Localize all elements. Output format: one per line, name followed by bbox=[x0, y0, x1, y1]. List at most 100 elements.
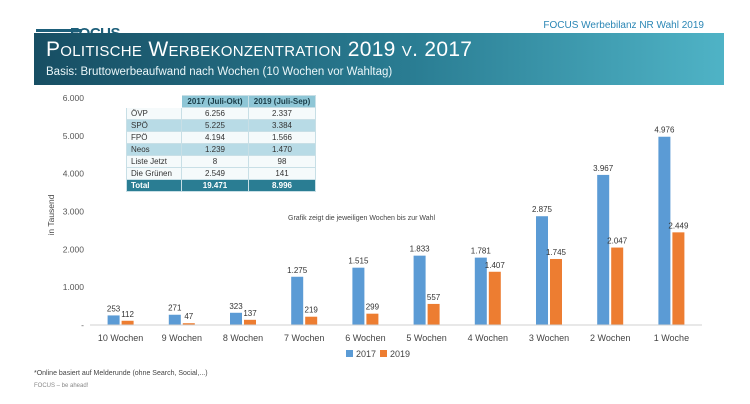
value-2017: 6.256 bbox=[181, 107, 249, 120]
total-2017: 19.471 bbox=[181, 179, 249, 192]
y-axis: - 1.000 2.000 3.000 4.000 5.000 6.000 bbox=[63, 93, 85, 330]
bar-2017 bbox=[107, 315, 120, 325]
data-label-2019: 47 bbox=[184, 312, 193, 321]
bar-2019 bbox=[672, 232, 685, 325]
data-label-2019: 137 bbox=[243, 309, 257, 318]
value-2019: 1.470 bbox=[248, 143, 316, 156]
y-tick-label: 1.000 bbox=[63, 282, 85, 292]
value-2019: 98 bbox=[248, 155, 316, 168]
table-row: ÖVP 6.256 2.337 bbox=[126, 107, 316, 120]
category-label: 10 Wochen bbox=[98, 333, 143, 343]
data-label-2019: 2.047 bbox=[607, 237, 628, 246]
value-2019: 2.337 bbox=[248, 107, 316, 120]
bar-2017 bbox=[291, 276, 304, 325]
category-label: 3 Wochen bbox=[529, 333, 569, 343]
bar-2017 bbox=[474, 257, 487, 325]
table-header-party bbox=[126, 95, 182, 108]
bar-2019 bbox=[550, 258, 562, 325]
value-2017: 5.225 bbox=[181, 119, 249, 132]
bar-2019 bbox=[488, 271, 501, 325]
footer-tagline: FOCUS – be ahead! bbox=[34, 383, 89, 389]
bar-2017 bbox=[352, 267, 365, 325]
value-2017: 8 bbox=[181, 155, 249, 168]
table-row: Liste Jetzt 8 98 bbox=[126, 155, 316, 168]
category-label: 1 Woche bbox=[654, 333, 689, 343]
table-row: SPÖ 5.225 3.384 bbox=[126, 119, 316, 132]
chart-annotation: Grafik zeigt die jeweiligen Wochen bis z… bbox=[288, 215, 436, 222]
category-label: 7 Wochen bbox=[284, 333, 324, 343]
data-label-2017: 253 bbox=[107, 304, 121, 313]
logo-underline bbox=[36, 29, 82, 32]
party-name: ÖVP bbox=[126, 107, 182, 120]
party-name: SPÖ bbox=[126, 119, 182, 132]
value-2019: 1.566 bbox=[248, 131, 316, 144]
report-label: FOCUS Werbebilanz NR Wahl 2019 bbox=[543, 20, 704, 31]
data-label-2017: 2.875 bbox=[532, 205, 553, 214]
party-name: Die Grünen bbox=[126, 167, 182, 180]
y-tick-label: 2.000 bbox=[63, 244, 85, 254]
data-label-2017: 1.781 bbox=[471, 247, 492, 256]
party-name: FPÖ bbox=[126, 131, 182, 144]
y-axis-label: in Tausend bbox=[46, 194, 56, 235]
party-name: Neos bbox=[126, 143, 182, 156]
page-subtitle: Basis: Bruttowerbeaufwand nach Wochen (1… bbox=[46, 66, 393, 78]
value-2019: 3.384 bbox=[248, 119, 316, 132]
legend: 2017 2019 bbox=[346, 349, 410, 359]
bar-2017 bbox=[536, 216, 548, 325]
bar-2019 bbox=[182, 323, 195, 325]
data-label-2017: 3.967 bbox=[593, 164, 614, 173]
table-total-row: Total 19.471 8.996 bbox=[126, 179, 316, 192]
category-label: 4 Wochen bbox=[468, 333, 508, 343]
budget-table: 2017 (Juli-Okt) 2019 (Juli-Sep) ÖVP 6.25… bbox=[126, 95, 316, 192]
bar-2019 bbox=[366, 313, 379, 325]
table-header-row: 2017 (Juli-Okt) 2019 (Juli-Sep) bbox=[126, 95, 316, 108]
bar-2019 bbox=[305, 316, 318, 325]
category-label: 6 Wochen bbox=[345, 333, 385, 343]
legend-label-2017: 2017 bbox=[356, 349, 376, 359]
bar-2017 bbox=[658, 136, 671, 325]
bar-2017 bbox=[230, 312, 242, 325]
data-label-2017: 4.976 bbox=[654, 126, 675, 135]
table-header-2019: 2019 (Juli-Sep) bbox=[248, 95, 316, 108]
category-label: 2 Wochen bbox=[590, 333, 630, 343]
data-label-2019: 299 bbox=[366, 303, 380, 312]
data-label-2017: 1.515 bbox=[348, 257, 369, 266]
bar-2019 bbox=[244, 319, 256, 325]
bar-2017 bbox=[597, 174, 610, 325]
data-label-2017: 323 bbox=[229, 302, 243, 311]
category-label: 9 Wochen bbox=[162, 333, 202, 343]
data-label-2017: 1.275 bbox=[287, 266, 308, 275]
footnote: *Online basiert auf Melderunde (ohne Sea… bbox=[34, 370, 208, 377]
category-label: 8 Wochen bbox=[223, 333, 263, 343]
value-2017: 4.194 bbox=[181, 131, 249, 144]
y-tick-label: 4.000 bbox=[63, 169, 85, 179]
value-2019: 141 bbox=[248, 167, 316, 180]
category-label: 5 Wochen bbox=[406, 333, 446, 343]
legend-label-2019: 2019 bbox=[390, 349, 410, 359]
value-2017: 2.549 bbox=[181, 167, 249, 180]
y-tick-label: - bbox=[81, 320, 84, 330]
data-label-2019: 112 bbox=[121, 310, 134, 319]
total-label: Total bbox=[126, 179, 182, 192]
data-label-2019: 557 bbox=[427, 293, 441, 302]
total-2019: 8.996 bbox=[248, 179, 316, 192]
bars bbox=[107, 136, 685, 325]
data-label-2019: 2.449 bbox=[668, 221, 689, 230]
data-label-2017: 1.833 bbox=[410, 245, 431, 254]
table-header-2017: 2017 (Juli-Okt) bbox=[181, 95, 249, 108]
table-row: FPÖ 4.194 1.566 bbox=[126, 131, 316, 144]
y-tick-label: 3.000 bbox=[63, 207, 85, 217]
bar-2019 bbox=[427, 303, 440, 325]
bar-2019 bbox=[611, 247, 624, 325]
legend-swatch-2019 bbox=[380, 350, 387, 357]
data-label-2019: 1.407 bbox=[485, 261, 506, 270]
data-label-2019: 219 bbox=[305, 306, 319, 315]
table-row: Neos 1.239 1.470 bbox=[126, 143, 316, 156]
data-label-2017: 271 bbox=[168, 304, 182, 313]
legend-swatch-2017 bbox=[346, 350, 353, 357]
title-banner: Politische Werbekonzentration 2019 v. 20… bbox=[34, 33, 724, 85]
x-axis: 10 Wochen 9 Wochen 8 Wochen 7 Wochen 6 Woche… bbox=[98, 333, 689, 343]
data-label-2019: 1.745 bbox=[546, 248, 567, 257]
